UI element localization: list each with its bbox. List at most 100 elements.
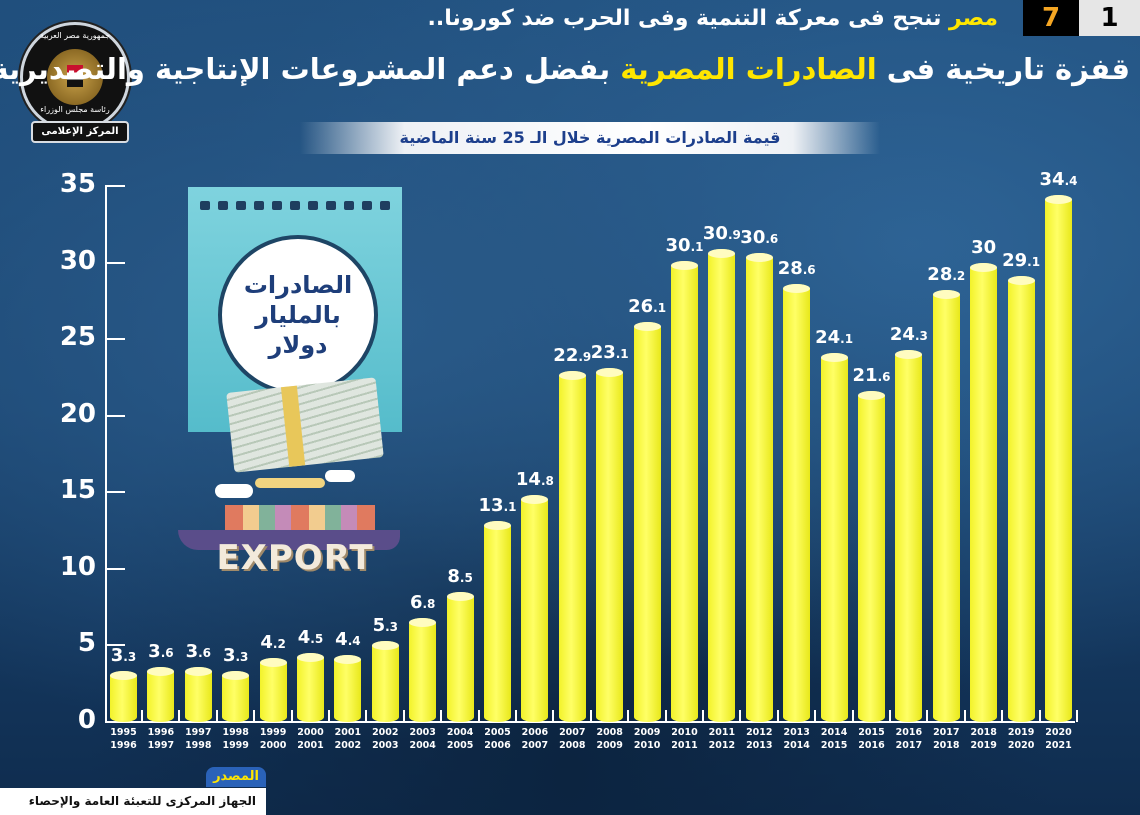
bar [1007,276,1035,722]
bar [596,368,624,722]
bar-value-label: 3.3 [222,645,249,667]
bar [446,591,474,722]
money-stack-icon [226,377,384,473]
x-tick-label: 1995 1996 [110,727,137,751]
x-tick-label: 2011 2012 [708,727,736,751]
x-tick-mark [253,710,256,722]
headline-part2: بفضل دعم المشروعات الإنتاجية والتصديرية [0,52,611,86]
x-tick-mark [402,710,405,722]
bar [932,290,960,722]
bar-value-label: 4.2 [260,631,286,653]
x-tick-mark [627,710,630,722]
x-tick-label: 2000 2001 [297,727,324,751]
bar-value-label: 14.8 [515,469,554,491]
x-tick-mark [702,710,704,722]
bar-value-label: 30.6 [740,227,779,249]
bar [671,261,698,722]
bar-value-label: 34.4 [1039,169,1078,191]
x-tick-label: 2013 2014 [783,727,810,751]
bar [558,371,586,722]
x-tick-label: 2001 2002 [334,727,362,751]
bar-value-label: 4.5 [297,627,324,649]
y-tick-mark [105,567,125,570]
x-tick-mark [328,710,330,722]
bar-value-label: 21.6 [852,365,891,387]
cargo-ship-icon [178,530,400,550]
page-badge-left: 7 [1023,0,1079,36]
x-tick-label: 2014 2015 [820,727,848,751]
x-tick-mark [589,710,592,722]
x-tick-mark [814,710,817,722]
bar [895,349,923,722]
x-tick-mark [889,710,891,722]
bar-value-label: 4.4 [335,628,361,650]
x-tick-mark [664,710,667,722]
bar [633,322,661,722]
y-tick-label: 0 [77,705,96,735]
x-tick-label: 1997 1998 [185,727,212,751]
x-tick-label: 2016 2017 [895,727,923,751]
x-tick-mark [215,710,218,722]
bar-value-label: 22.9 [553,345,592,367]
x-tick-mark [141,710,143,722]
bar-value-label: 23.1 [590,342,629,364]
notepad-holes [200,201,390,210]
cloud-icon [325,470,355,482]
cloud-icon [215,484,253,498]
y-tick-mark [105,185,125,187]
bar-value-label: 3.6 [185,640,212,662]
x-tick-mark [1001,710,1004,722]
subheadline: مصر تنجح فى معركة التنمية وفى الحرب ضد ك… [428,6,999,31]
x-tick-mark [963,710,966,722]
subheadline-rest: تنجح فى معركة التنمية وفى الحرب ضد كورون… [427,6,942,31]
bar-value-label: 29.1 [1002,250,1041,272]
bar [334,654,362,722]
y-tick-label: 30 [59,245,96,276]
logo-top-text: جمهورية مصر العربية [39,31,111,40]
bar-value-label: 6.8 [409,591,436,613]
x-tick-label: 1999 2000 [259,727,287,751]
x-tick-label: 2002 2003 [372,727,399,751]
x-tick-mark [1076,710,1078,722]
x-tick-label: 1998 1999 [222,727,249,751]
x-tick-mark [477,710,480,722]
bar-value-label: 24.1 [815,326,854,348]
x-tick-label: 2004 2005 [446,727,474,751]
x-tick-label: 2015 2016 [858,727,885,751]
bar [484,521,511,722]
bar [858,391,885,722]
subheadline-highlight: مصر [949,6,998,31]
x-tick-label: 2020 2021 [1045,727,1072,751]
y-axis-line [105,186,107,723]
source-label: المصدر [206,767,266,787]
headline-part1: قفزة تاريخية فى [886,52,1130,86]
x-tick-mark [776,710,779,722]
bar [222,671,250,722]
bar [110,671,137,722]
bar [745,253,773,722]
x-tick-mark [926,710,929,722]
x-tick-label: 2009 2010 [633,727,661,751]
y-tick-label: 5 [77,628,96,659]
bar-value-label: 24.3 [889,323,928,345]
bar [1045,195,1072,722]
x-tick-mark [851,710,854,722]
y-tick-mark [105,338,125,341]
x-tick-label: 2010 2011 [671,727,698,751]
logo-band-text: المركز الإعلامى [31,121,129,143]
bar-value-label: 30.9 [702,222,741,244]
bar-value-label: 8.5 [447,565,473,587]
bar [184,666,212,722]
y-tick-label: 25 [59,322,96,353]
flag-shield-icon [67,65,83,87]
y-tick-mark [105,261,125,264]
export-word: EXPORT [216,538,374,578]
x-tick-mark [739,710,742,722]
x-tick-mark [440,710,443,722]
y-tick-label: 20 [59,398,96,429]
bar-value-label: 3.6 [148,640,174,662]
bar [297,653,324,722]
bar-value-label: 5.3 [372,614,399,636]
x-tick-mark [1038,710,1041,722]
x-tick-label: 2019 2020 [1007,727,1035,751]
